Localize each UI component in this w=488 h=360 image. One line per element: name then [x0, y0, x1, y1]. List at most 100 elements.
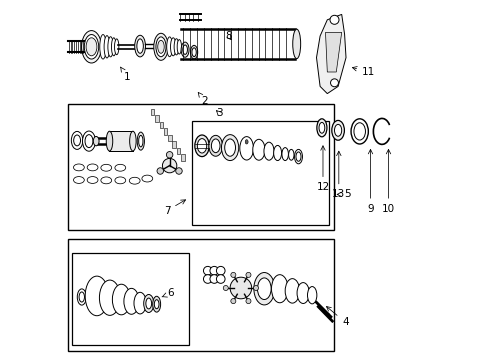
- Ellipse shape: [316, 119, 326, 137]
- Ellipse shape: [271, 275, 287, 303]
- Ellipse shape: [175, 168, 182, 174]
- Text: 4: 4: [326, 306, 348, 327]
- Text: 5: 5: [336, 189, 350, 199]
- Circle shape: [209, 275, 218, 283]
- Ellipse shape: [71, 131, 82, 149]
- Ellipse shape: [87, 177, 98, 183]
- Ellipse shape: [143, 294, 153, 312]
- Ellipse shape: [334, 124, 341, 136]
- Ellipse shape: [239, 137, 253, 160]
- Ellipse shape: [112, 284, 130, 315]
- Text: 10: 10: [381, 149, 394, 214]
- Ellipse shape: [292, 29, 300, 59]
- Ellipse shape: [73, 177, 84, 183]
- Ellipse shape: [100, 35, 106, 59]
- Text: 13: 13: [331, 151, 345, 199]
- Bar: [177, 148, 180, 154]
- Ellipse shape: [87, 164, 98, 171]
- Ellipse shape: [104, 36, 110, 58]
- Text: 8: 8: [224, 31, 231, 41]
- Bar: [151, 109, 154, 115]
- Ellipse shape: [157, 168, 163, 174]
- Ellipse shape: [93, 136, 99, 146]
- Bar: [155, 115, 159, 122]
- Ellipse shape: [162, 158, 177, 173]
- Ellipse shape: [129, 177, 140, 184]
- Ellipse shape: [177, 40, 181, 54]
- Ellipse shape: [208, 135, 222, 156]
- Ellipse shape: [170, 38, 176, 56]
- Ellipse shape: [245, 298, 250, 303]
- Ellipse shape: [273, 145, 281, 161]
- Ellipse shape: [101, 177, 111, 184]
- Text: 2: 2: [198, 93, 208, 106]
- Ellipse shape: [152, 296, 160, 312]
- Circle shape: [216, 275, 224, 283]
- Ellipse shape: [224, 139, 235, 156]
- Ellipse shape: [85, 276, 108, 316]
- Ellipse shape: [330, 79, 338, 87]
- Ellipse shape: [295, 152, 301, 161]
- Ellipse shape: [84, 35, 99, 59]
- Text: 9: 9: [366, 149, 373, 214]
- Text: 1: 1: [121, 67, 131, 82]
- Ellipse shape: [74, 135, 81, 146]
- Ellipse shape: [73, 164, 84, 171]
- Ellipse shape: [194, 135, 209, 157]
- Ellipse shape: [264, 142, 273, 160]
- Text: 11: 11: [352, 67, 375, 77]
- Ellipse shape: [197, 139, 206, 153]
- Ellipse shape: [307, 287, 316, 304]
- Ellipse shape: [123, 288, 139, 314]
- Ellipse shape: [115, 177, 125, 184]
- Ellipse shape: [230, 298, 235, 303]
- Circle shape: [209, 266, 218, 275]
- Ellipse shape: [115, 164, 125, 171]
- Ellipse shape: [253, 273, 274, 305]
- Ellipse shape: [296, 283, 309, 303]
- Ellipse shape: [142, 175, 152, 182]
- Ellipse shape: [134, 292, 146, 314]
- Ellipse shape: [99, 280, 120, 315]
- Ellipse shape: [192, 48, 196, 57]
- Ellipse shape: [154, 300, 159, 309]
- Ellipse shape: [129, 131, 136, 151]
- Ellipse shape: [350, 119, 367, 144]
- Ellipse shape: [230, 277, 251, 299]
- Ellipse shape: [85, 135, 93, 148]
- Text: 7: 7: [163, 200, 185, 216]
- Ellipse shape: [331, 120, 344, 140]
- Ellipse shape: [318, 122, 324, 133]
- Ellipse shape: [108, 37, 113, 57]
- Bar: [192, 121, 328, 225]
- Ellipse shape: [137, 39, 143, 53]
- Ellipse shape: [137, 132, 144, 150]
- Ellipse shape: [329, 15, 338, 24]
- Bar: [159, 122, 163, 128]
- Bar: [109, 131, 133, 151]
- Ellipse shape: [183, 45, 187, 54]
- Ellipse shape: [223, 285, 228, 291]
- Ellipse shape: [230, 273, 235, 278]
- Ellipse shape: [114, 39, 119, 55]
- Ellipse shape: [174, 39, 179, 55]
- Ellipse shape: [156, 37, 166, 57]
- Bar: [68, 104, 334, 230]
- Ellipse shape: [81, 31, 101, 63]
- Ellipse shape: [257, 278, 270, 300]
- Polygon shape: [325, 32, 341, 72]
- Ellipse shape: [353, 123, 365, 140]
- Circle shape: [216, 266, 224, 275]
- Ellipse shape: [134, 35, 145, 57]
- Ellipse shape: [253, 285, 258, 291]
- Polygon shape: [316, 14, 346, 94]
- Ellipse shape: [288, 149, 293, 160]
- Text: 6: 6: [162, 288, 174, 298]
- Ellipse shape: [158, 40, 164, 53]
- Ellipse shape: [153, 33, 168, 60]
- Bar: [68, 239, 334, 351]
- Bar: [72, 253, 189, 345]
- Ellipse shape: [181, 42, 189, 57]
- Ellipse shape: [244, 140, 247, 144]
- Ellipse shape: [166, 37, 172, 57]
